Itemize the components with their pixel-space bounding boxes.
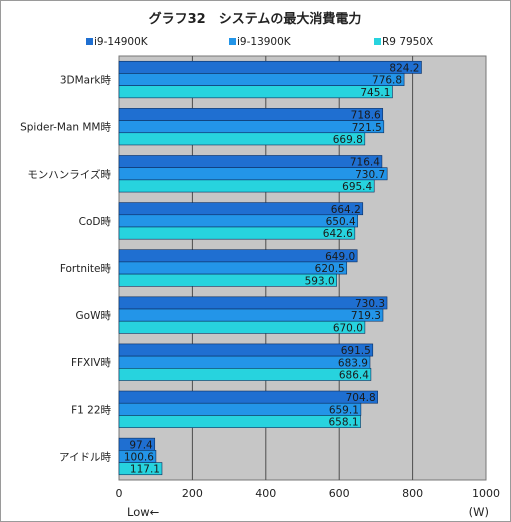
value-label-2-5: 620.5 bbox=[315, 263, 345, 275]
value-label-1-8: 704.8 bbox=[346, 392, 376, 404]
value-label-3-8: 658.1 bbox=[328, 417, 358, 429]
value-label-1-5: 649.0 bbox=[325, 251, 355, 263]
category-label-4: CoD時 bbox=[79, 216, 112, 228]
value-label-1-7: 691.5 bbox=[341, 345, 371, 357]
value-label-1-6: 730.3 bbox=[355, 298, 385, 310]
value-label-1-9: 97.4 bbox=[129, 439, 153, 451]
category-label-7: FFXIV時 bbox=[71, 357, 112, 369]
category-label-3: モンハンライズ時 bbox=[27, 168, 111, 181]
bar-2-6 bbox=[118, 308, 384, 322]
bar-3-4 bbox=[118, 226, 356, 240]
x-tick-label-800: 800 bbox=[402, 487, 423, 500]
category-label-2: Spider-Man MM時 bbox=[20, 122, 111, 134]
bar-2-8 bbox=[118, 402, 362, 416]
bar-1-2 bbox=[118, 108, 384, 121]
x-tick-label-400: 400 bbox=[255, 487, 276, 500]
category-label-8: F1 22時 bbox=[71, 404, 111, 416]
category-label-5: Fortnite時 bbox=[60, 263, 112, 275]
legend-label-1: i9-14900K bbox=[94, 36, 149, 48]
legend-swatch-1 bbox=[86, 38, 93, 45]
value-label-2-1: 776.8 bbox=[372, 75, 402, 87]
bar-3-3 bbox=[118, 179, 375, 193]
legend-label-2: i9-13900K bbox=[237, 36, 292, 48]
bar-1-1 bbox=[118, 60, 422, 74]
value-label-3-1: 745.1 bbox=[360, 87, 390, 99]
legend-swatch-3 bbox=[374, 38, 381, 45]
bar-2-5 bbox=[118, 261, 348, 275]
value-label-1-1: 824.2 bbox=[389, 62, 419, 74]
value-label-1-4: 664.2 bbox=[331, 204, 361, 216]
bar-3-8 bbox=[118, 415, 361, 428]
x-tick-label-600: 600 bbox=[329, 487, 350, 500]
legend-label-3: R9 7950X bbox=[382, 36, 433, 48]
value-label-3-3: 695.4 bbox=[342, 181, 372, 193]
value-label-2-9: 100.6 bbox=[124, 452, 154, 464]
value-label-2-7: 683.9 bbox=[338, 357, 368, 369]
chart-title: グラフ32 システムの最大消費電力 bbox=[149, 11, 362, 27]
value-label-1-3: 716.4 bbox=[350, 157, 380, 169]
category-label-6: GoW時 bbox=[76, 310, 112, 322]
category-label-1: 3DMark時 bbox=[60, 75, 112, 87]
value-label-3-2: 669.8 bbox=[333, 134, 363, 146]
bar-3-6 bbox=[118, 320, 366, 334]
bar-3-9 bbox=[118, 462, 163, 476]
value-label-3-9: 117.1 bbox=[130, 464, 160, 476]
bar-1-4 bbox=[118, 202, 364, 216]
x-axis-low-label: Low← bbox=[127, 505, 159, 519]
bar-1-6 bbox=[118, 296, 388, 310]
category-label-9: アイドル時 bbox=[59, 451, 111, 463]
bar-2-1 bbox=[118, 73, 405, 86]
value-label-2-8: 659.1 bbox=[329, 404, 359, 416]
value-label-2-4: 650.4 bbox=[326, 216, 356, 228]
bar-1-7 bbox=[118, 343, 374, 357]
legend-swatch-2 bbox=[229, 38, 236, 45]
bar-1-5 bbox=[118, 249, 358, 263]
value-label-2-2: 721.5 bbox=[352, 122, 382, 134]
value-label-1-2: 718.6 bbox=[351, 110, 381, 122]
x-tick-label-0: 0 bbox=[116, 487, 123, 500]
value-label-2-3: 730.7 bbox=[355, 169, 385, 181]
x-tick-label-200: 200 bbox=[182, 487, 203, 500]
bar-3-1 bbox=[118, 85, 393, 99]
x-axis-unit-label: (W) bbox=[469, 505, 489, 519]
bar-1-8 bbox=[118, 390, 378, 404]
bar-3-7 bbox=[118, 368, 372, 381]
bar-1-3 bbox=[118, 155, 383, 168]
value-label-3-5: 593.0 bbox=[305, 275, 335, 287]
value-label-3-6: 670.0 bbox=[333, 322, 363, 334]
bar-2-3 bbox=[118, 167, 388, 181]
bar-3-2 bbox=[118, 132, 366, 146]
bar-2-7 bbox=[118, 355, 371, 369]
bar-2-2 bbox=[118, 120, 385, 134]
bar-2-4 bbox=[118, 214, 358, 228]
value-label-3-4: 642.6 bbox=[323, 228, 353, 240]
value-label-2-6: 719.3 bbox=[351, 310, 381, 322]
value-label-3-7: 686.4 bbox=[339, 370, 369, 382]
x-tick-label-1000: 1000 bbox=[472, 487, 500, 500]
bar-3-5 bbox=[118, 273, 337, 287]
